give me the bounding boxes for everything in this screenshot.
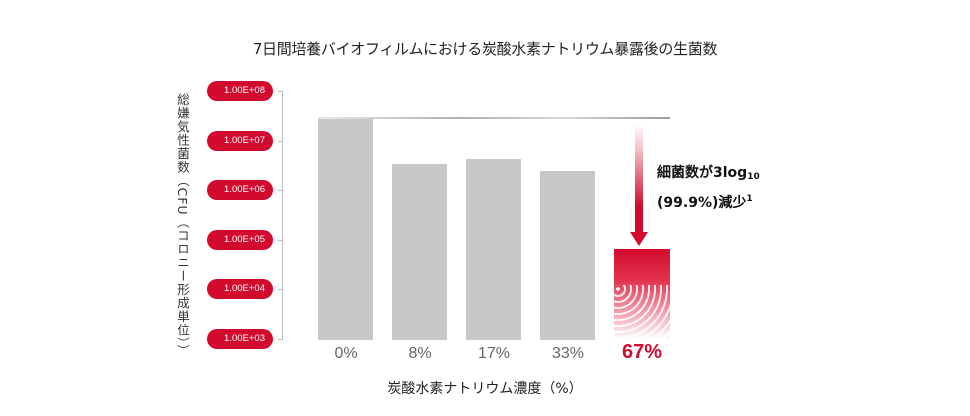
x-axis-label: 炭酸水素ナトリウム濃度（%）: [387, 381, 583, 397]
bar-17pct: [466, 159, 521, 340]
bar-0pct: [318, 119, 373, 340]
y-tick-mark: [278, 339, 283, 340]
y-tick-text: 1.00E+03: [224, 333, 265, 344]
annotation-footnote: 1: [746, 194, 753, 204]
y-tick-text: 1.00E+07: [224, 135, 265, 146]
y-tick-text: 1.00E+06: [224, 184, 265, 195]
down-arrow-icon: [630, 232, 648, 246]
y-tick-mark: [278, 91, 283, 92]
y-tick-label: 1.00E+07: [207, 128, 277, 154]
y-tick-mark: [278, 289, 283, 290]
bar-33pct: [540, 171, 595, 340]
bar-8pct: [392, 164, 447, 340]
y-tick-label: 1.00E+05: [207, 227, 277, 253]
y-tick-label: 1.00E+03: [207, 326, 277, 352]
bar-67pct-highlight: [614, 249, 670, 340]
y-tick-mark: [278, 240, 283, 241]
y-tick-mark: [278, 190, 283, 191]
annotation-text: 細菌数が3log: [657, 165, 748, 181]
x-tick-label: 17%: [477, 345, 511, 362]
y-tick-mark: [278, 141, 283, 142]
baseline-reference-line: [318, 117, 670, 119]
chart-title: 7日間培養バイオフィルムにおける炭酸水素ナトリウム暴露後の生菌数: [252, 40, 718, 58]
y-tick-label: 1.00E+06: [207, 177, 277, 203]
y-tick-label: 1.00E+04: [207, 276, 277, 302]
x-tick-label: 0%: [334, 345, 358, 362]
y-axis-label: 総嫌気性菌数（CFU（コロニー形成単位））: [175, 93, 190, 358]
x-tick-label-highlight: 67%: [621, 341, 663, 363]
reduction-annotation: 細菌数が3log10 (99.9%)減少1: [657, 162, 760, 214]
x-tick-label: 8%: [408, 345, 432, 362]
annotation-text: (99.9%)減少: [657, 195, 747, 211]
y-tick-text: 1.00E+04: [224, 283, 265, 294]
reduction-arrow-shaft: [635, 124, 643, 234]
y-axis-line: [282, 91, 283, 340]
y-tick-text: 1.00E+05: [224, 234, 265, 245]
x-tick-label: 33%: [551, 345, 585, 362]
y-tick-label: 1.00E+08: [207, 78, 277, 104]
annotation-subscript: 10: [747, 172, 760, 182]
y-tick-text: 1.00E+08: [224, 85, 265, 96]
